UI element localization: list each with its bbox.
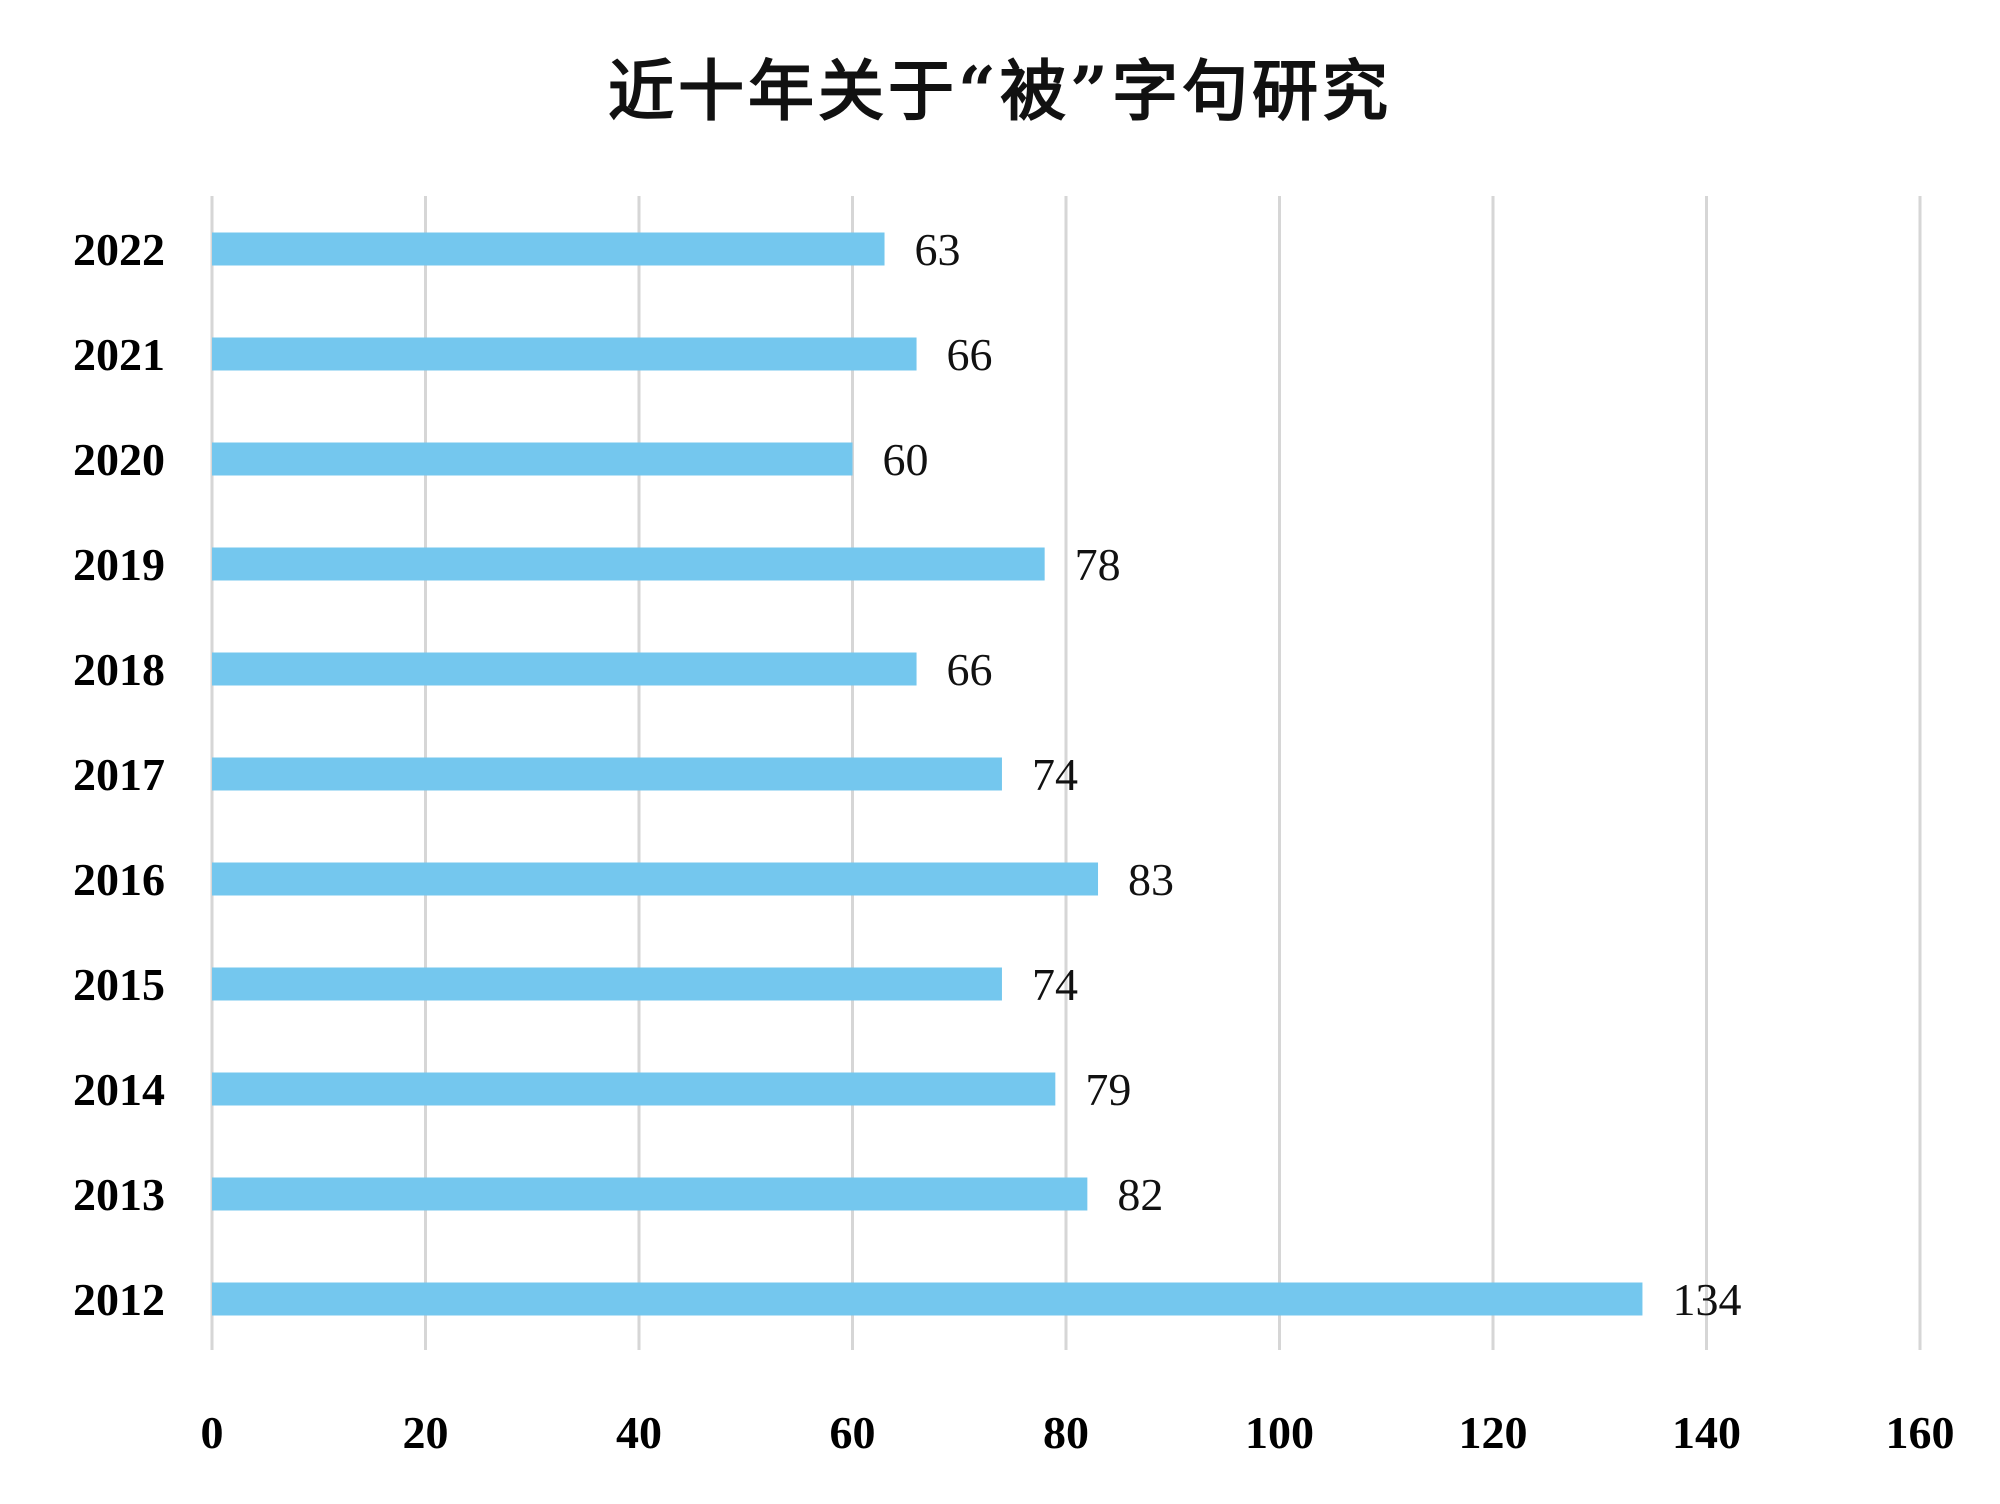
- data-label-2015: 74: [1032, 959, 1078, 1010]
- data-label-2021: 66: [947, 329, 993, 380]
- bar-2022: [212, 232, 885, 266]
- data-label-2020: 60: [883, 434, 929, 485]
- bar-2015: [212, 967, 1002, 1001]
- bar-2014: [212, 1072, 1056, 1106]
- x-tick-label: 160: [1886, 1407, 1955, 1458]
- data-label-2019: 78: [1075, 539, 1121, 590]
- x-tick-label: 60: [830, 1407, 876, 1458]
- x-tick-label: 140: [1672, 1407, 1741, 1458]
- data-label-2014: 79: [1085, 1064, 1131, 1115]
- bars: [212, 232, 1643, 1316]
- category-label-2019: 2019: [73, 539, 165, 590]
- bar-2020: [212, 442, 853, 476]
- category-label-2016: 2016: [73, 854, 165, 905]
- value-axis: 0 20 40 60 80 100 120 140 160: [201, 1407, 1955, 1458]
- bar-2018: [212, 652, 917, 686]
- chart-title: 近十年关于“被”字句研究: [608, 52, 1392, 130]
- category-label-2022: 2022: [73, 224, 165, 275]
- category-label-2015: 2015: [73, 959, 165, 1010]
- bar-2012: [212, 1282, 1643, 1316]
- bar-2016: [212, 862, 1099, 896]
- bar-2013: [212, 1177, 1088, 1211]
- data-label-2016: 83: [1128, 854, 1174, 905]
- x-tick-label: 0: [201, 1407, 224, 1458]
- x-tick-label: 20: [403, 1407, 449, 1458]
- data-label-2018: 66: [947, 644, 993, 695]
- x-tick-label: 120: [1459, 1407, 1528, 1458]
- category-label-2018: 2018: [73, 644, 165, 695]
- data-label-2017: 74: [1032, 749, 1078, 800]
- category-label-2021: 2021: [73, 329, 165, 380]
- category-label-2013: 2013: [73, 1169, 165, 1220]
- bar-2021: [212, 337, 917, 371]
- bar-2019: [212, 547, 1045, 581]
- category-label-2012: 2012: [73, 1274, 165, 1325]
- data-label-2013: 82: [1117, 1169, 1163, 1220]
- x-tick-label: 80: [1043, 1407, 1089, 1458]
- x-tick-label: 100: [1245, 1407, 1314, 1458]
- data-label-2022: 63: [915, 224, 961, 275]
- category-label-2017: 2017: [73, 749, 165, 800]
- bar-2017: [212, 757, 1002, 791]
- category-label-2014: 2014: [73, 1064, 165, 1115]
- x-tick-label: 40: [616, 1407, 662, 1458]
- category-axis: 2022 2021 2020 2019 2018 2017 2016 2015 2014 2013…: [73, 224, 165, 1325]
- category-label-2020: 2020: [73, 434, 165, 485]
- data-labels: 63 66 60 78 66 74 83 74 79 82 134: [883, 224, 1742, 1325]
- data-label-2012: 134: [1672, 1274, 1741, 1325]
